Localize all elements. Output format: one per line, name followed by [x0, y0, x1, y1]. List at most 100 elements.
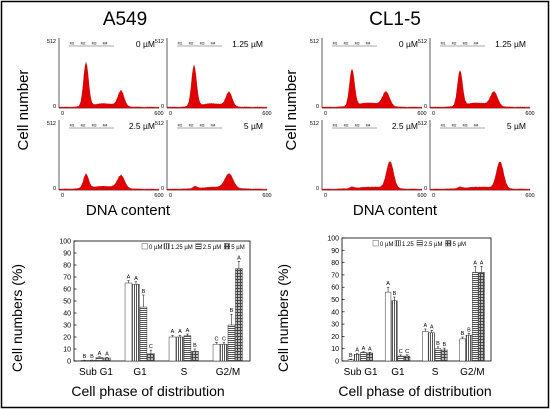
gate-label: M4 — [474, 124, 479, 128]
bar — [403, 355, 411, 362]
bar — [124, 282, 133, 362]
significance-letter: C — [405, 349, 409, 355]
y-tick-label: 90 — [63, 251, 71, 258]
significance-letter: B — [83, 354, 87, 360]
significance-letter: A — [473, 260, 477, 266]
flow-y-zero-tick: 0 — [53, 186, 56, 192]
bar-xlabel-left: Cell phase of distribution — [71, 383, 224, 399]
legend-swatch — [372, 240, 379, 247]
flow-ylabel-left: Cell number — [15, 70, 32, 151]
significance-letter: A — [178, 329, 182, 335]
dose-label: 2.5 µM — [392, 121, 418, 131]
x-tick-label: Sub G1 — [79, 367, 113, 378]
dose-label: 5 µM — [244, 121, 263, 131]
significance-letter: A — [171, 329, 175, 335]
significance-letter: B — [142, 289, 146, 295]
gate-label: M1 — [333, 42, 338, 46]
flow-y-zero-tick: 0 — [161, 104, 164, 110]
panel-title-a549: A549 — [103, 9, 147, 30]
flow-histogram — [58, 62, 160, 109]
gate-label: M4 — [103, 124, 108, 128]
flow-y-zero-tick: 0 — [424, 186, 427, 192]
flow-x-tick-end: 600 — [262, 111, 271, 117]
y-tick-label: 10 — [331, 346, 339, 353]
bar — [103, 357, 111, 362]
y-tick-label: 100 — [327, 236, 339, 243]
legend-swatch — [416, 240, 423, 247]
significance-letter: A — [186, 328, 190, 334]
flow-histogram — [321, 68, 423, 109]
y-tick-label: 50 — [63, 299, 71, 306]
gate-label: M1 — [178, 124, 183, 128]
bar — [459, 338, 466, 362]
bar — [472, 272, 479, 362]
bar-ylabel-right: Cell numbers (%) — [275, 264, 291, 372]
bar — [384, 291, 392, 362]
gate-label: M4 — [366, 42, 371, 46]
bar — [80, 360, 89, 362]
flow-histogram — [321, 161, 423, 191]
dose-label: 2.5 µM — [129, 121, 155, 131]
bar — [139, 306, 148, 362]
significance-letter: A — [362, 346, 366, 352]
x-tick-label: S — [432, 367, 439, 378]
y-tick-label: 30 — [331, 322, 339, 329]
y-tick-label: 40 — [331, 309, 339, 316]
flow-x-tick-start: 0 — [169, 111, 172, 117]
gate-label: M1 — [441, 42, 446, 46]
y-tick-label: 0 — [67, 359, 71, 366]
significance-letter: B — [442, 342, 446, 348]
legend-swatch — [224, 243, 230, 250]
gate-label: M2 — [452, 42, 457, 46]
flow-y-tick: 512 — [418, 39, 427, 45]
x-tick-label: S — [181, 367, 188, 378]
significance-letter: B — [393, 291, 397, 297]
gate-label: M1 — [70, 42, 75, 46]
dose-label: 1.25 µM — [232, 39, 263, 49]
y-tick-label: 80 — [63, 263, 71, 270]
bar — [478, 272, 485, 362]
flow-ylabel-right: Cell number — [283, 70, 300, 151]
bar — [347, 359, 354, 362]
y-tick-label: 40 — [63, 311, 71, 318]
gate-label: M4 — [103, 42, 108, 46]
bar-ylabel-left: Cell numbers (%) — [9, 264, 25, 372]
significance-letter: A — [98, 351, 102, 357]
bar — [212, 343, 221, 362]
flow-x-tick-start: 0 — [169, 193, 172, 199]
bar — [220, 343, 228, 362]
significance-letter: B — [230, 308, 234, 314]
flow-y-zero-tick: 0 — [316, 186, 319, 192]
bar — [360, 352, 367, 362]
significance-letter: C — [149, 344, 153, 350]
bar — [366, 352, 373, 362]
flow-histogram — [166, 172, 268, 191]
legend-label: 1.25 — [402, 242, 414, 248]
bar — [95, 357, 104, 362]
bar — [132, 283, 140, 362]
flow-y-zero-tick: 0 — [316, 104, 319, 110]
bar — [397, 355, 404, 362]
gate-label: M1 — [333, 124, 338, 128]
panel-title-cl1-5: CL1-5 — [369, 9, 421, 30]
significance-letter: A — [237, 255, 241, 261]
legend-label: 2.5 µM — [424, 242, 442, 248]
flow-x-tick-end: 600 — [525, 111, 534, 117]
legend-swatch — [163, 243, 170, 250]
flow-y-tick: 512 — [47, 121, 56, 127]
dose-label: 0 µM — [399, 39, 418, 49]
flow-x-tick-end: 600 — [262, 193, 271, 199]
bar — [428, 332, 435, 362]
legend-label: 0 µM — [380, 242, 393, 248]
bar — [183, 335, 192, 362]
legend-swatch — [195, 243, 202, 250]
flow-x-tick-end: 600 — [525, 193, 534, 199]
gate-label: M3 — [463, 42, 468, 46]
bar-xlabel-right: Cell phase of distribution — [338, 383, 491, 399]
significance-letter: A — [430, 324, 434, 330]
